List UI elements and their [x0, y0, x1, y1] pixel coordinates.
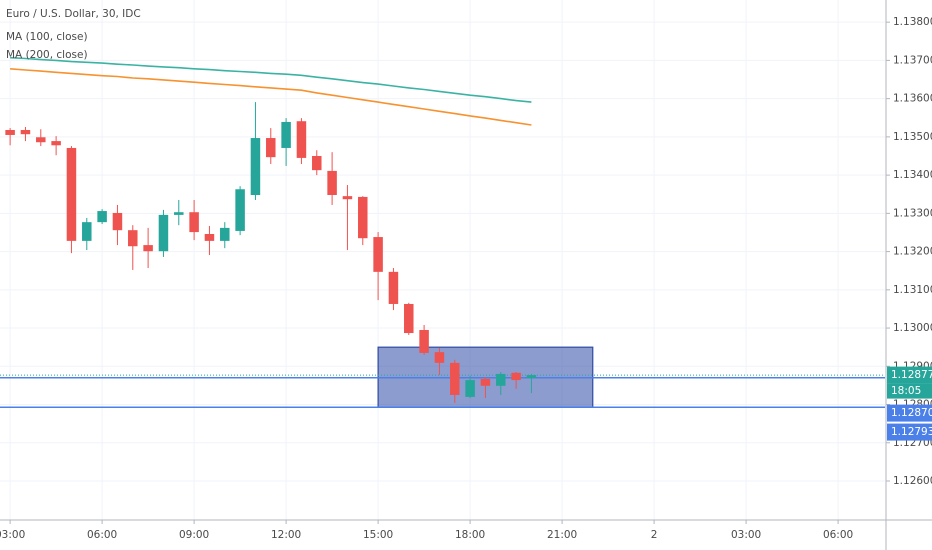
candle-body: [97, 211, 107, 223]
candle-body: [66, 147, 77, 241]
x-tick-label: 12:00: [271, 529, 301, 541]
x-tick-label: 03:00: [0, 529, 25, 541]
candle-body: [434, 352, 445, 363]
candle-body: [419, 329, 429, 353]
price-line-label-bg: [887, 423, 932, 441]
price-line-label: 1.12793: [891, 426, 932, 438]
chart-title: Euro / U.S. Dollar, 30, IDC: [6, 8, 141, 20]
axes: 1.126001.127001.128001.129001.130001.131…: [0, 16, 932, 541]
candle-body: [82, 222, 92, 241]
candle-body: [480, 378, 491, 386]
y-tick-label: 1.13000: [893, 322, 932, 334]
candle-body: [174, 212, 184, 215]
candle-body: [5, 130, 15, 135]
x-tick-label: 03:00: [731, 529, 761, 541]
x-tick-label: 15:00: [363, 529, 393, 541]
candle-body: [450, 362, 460, 395]
ma-line: [10, 56, 532, 103]
candle-body: [266, 138, 276, 158]
y-tick-label: 1.12600: [893, 475, 932, 487]
countdown-label-bg: [887, 383, 932, 399]
candle-body: [189, 212, 199, 233]
last-price-label-bg: [887, 366, 932, 384]
candle-body: [204, 234, 215, 241]
candle-body: [51, 141, 61, 146]
legend-entry: MA (100, close): [6, 31, 88, 43]
candle-body: [511, 372, 521, 381]
x-tick-label: 18:00: [455, 529, 485, 541]
ma-line: [10, 68, 532, 126]
price-line-label-bg: [887, 404, 932, 422]
candle-body: [36, 137, 46, 143]
candle-body: [404, 303, 414, 334]
candle-body: [281, 121, 291, 148]
candle-body: [465, 380, 475, 397]
candle-body: [112, 212, 123, 231]
price-line-label: 1.12870: [891, 407, 932, 419]
candle-body: [342, 196, 353, 200]
candle-body: [143, 245, 153, 252]
candle-body: [526, 375, 537, 379]
candle-body: [312, 156, 322, 171]
y-tick-label: 1.13400: [893, 169, 932, 181]
y-tick-label: 1.13800: [893, 16, 932, 28]
candle-body: [250, 138, 261, 195]
candle-body: [220, 227, 230, 241]
candle-body: [388, 271, 399, 304]
candle-body: [158, 214, 169, 252]
x-tick-label: 06:00: [823, 529, 853, 541]
y-tick-label: 1.13200: [893, 246, 932, 258]
last-price-label: 1.12877: [891, 369, 932, 381]
candle-body: [235, 189, 245, 231]
y-tick-label: 1.13600: [893, 93, 932, 105]
y-tick-label: 1.13100: [893, 284, 932, 296]
x-tick-label: 06:00: [87, 529, 117, 541]
candle-body: [128, 230, 138, 247]
candle-body: [358, 196, 368, 239]
x-tick-label: 21:00: [547, 529, 577, 541]
x-tick-label: 09:00: [179, 529, 209, 541]
candle-body: [20, 130, 31, 135]
candle-body: [373, 237, 383, 272]
countdown-label: 18:05: [891, 385, 921, 397]
candle-body: [496, 373, 506, 386]
legend-entry: MA (200, close): [6, 49, 88, 61]
candle-body: [327, 170, 337, 195]
x-tick-label: 2: [651, 529, 658, 541]
y-tick-label: 1.13500: [893, 131, 932, 143]
y-tick-label: 1.13700: [893, 54, 932, 66]
plot-area: [0, 56, 885, 408]
y-tick-label: 1.13300: [893, 207, 932, 219]
candle-body: [296, 121, 307, 158]
